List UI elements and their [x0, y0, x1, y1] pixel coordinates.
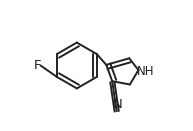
Text: F: F	[34, 59, 42, 72]
Text: NH: NH	[137, 65, 154, 78]
Text: N: N	[113, 98, 122, 111]
